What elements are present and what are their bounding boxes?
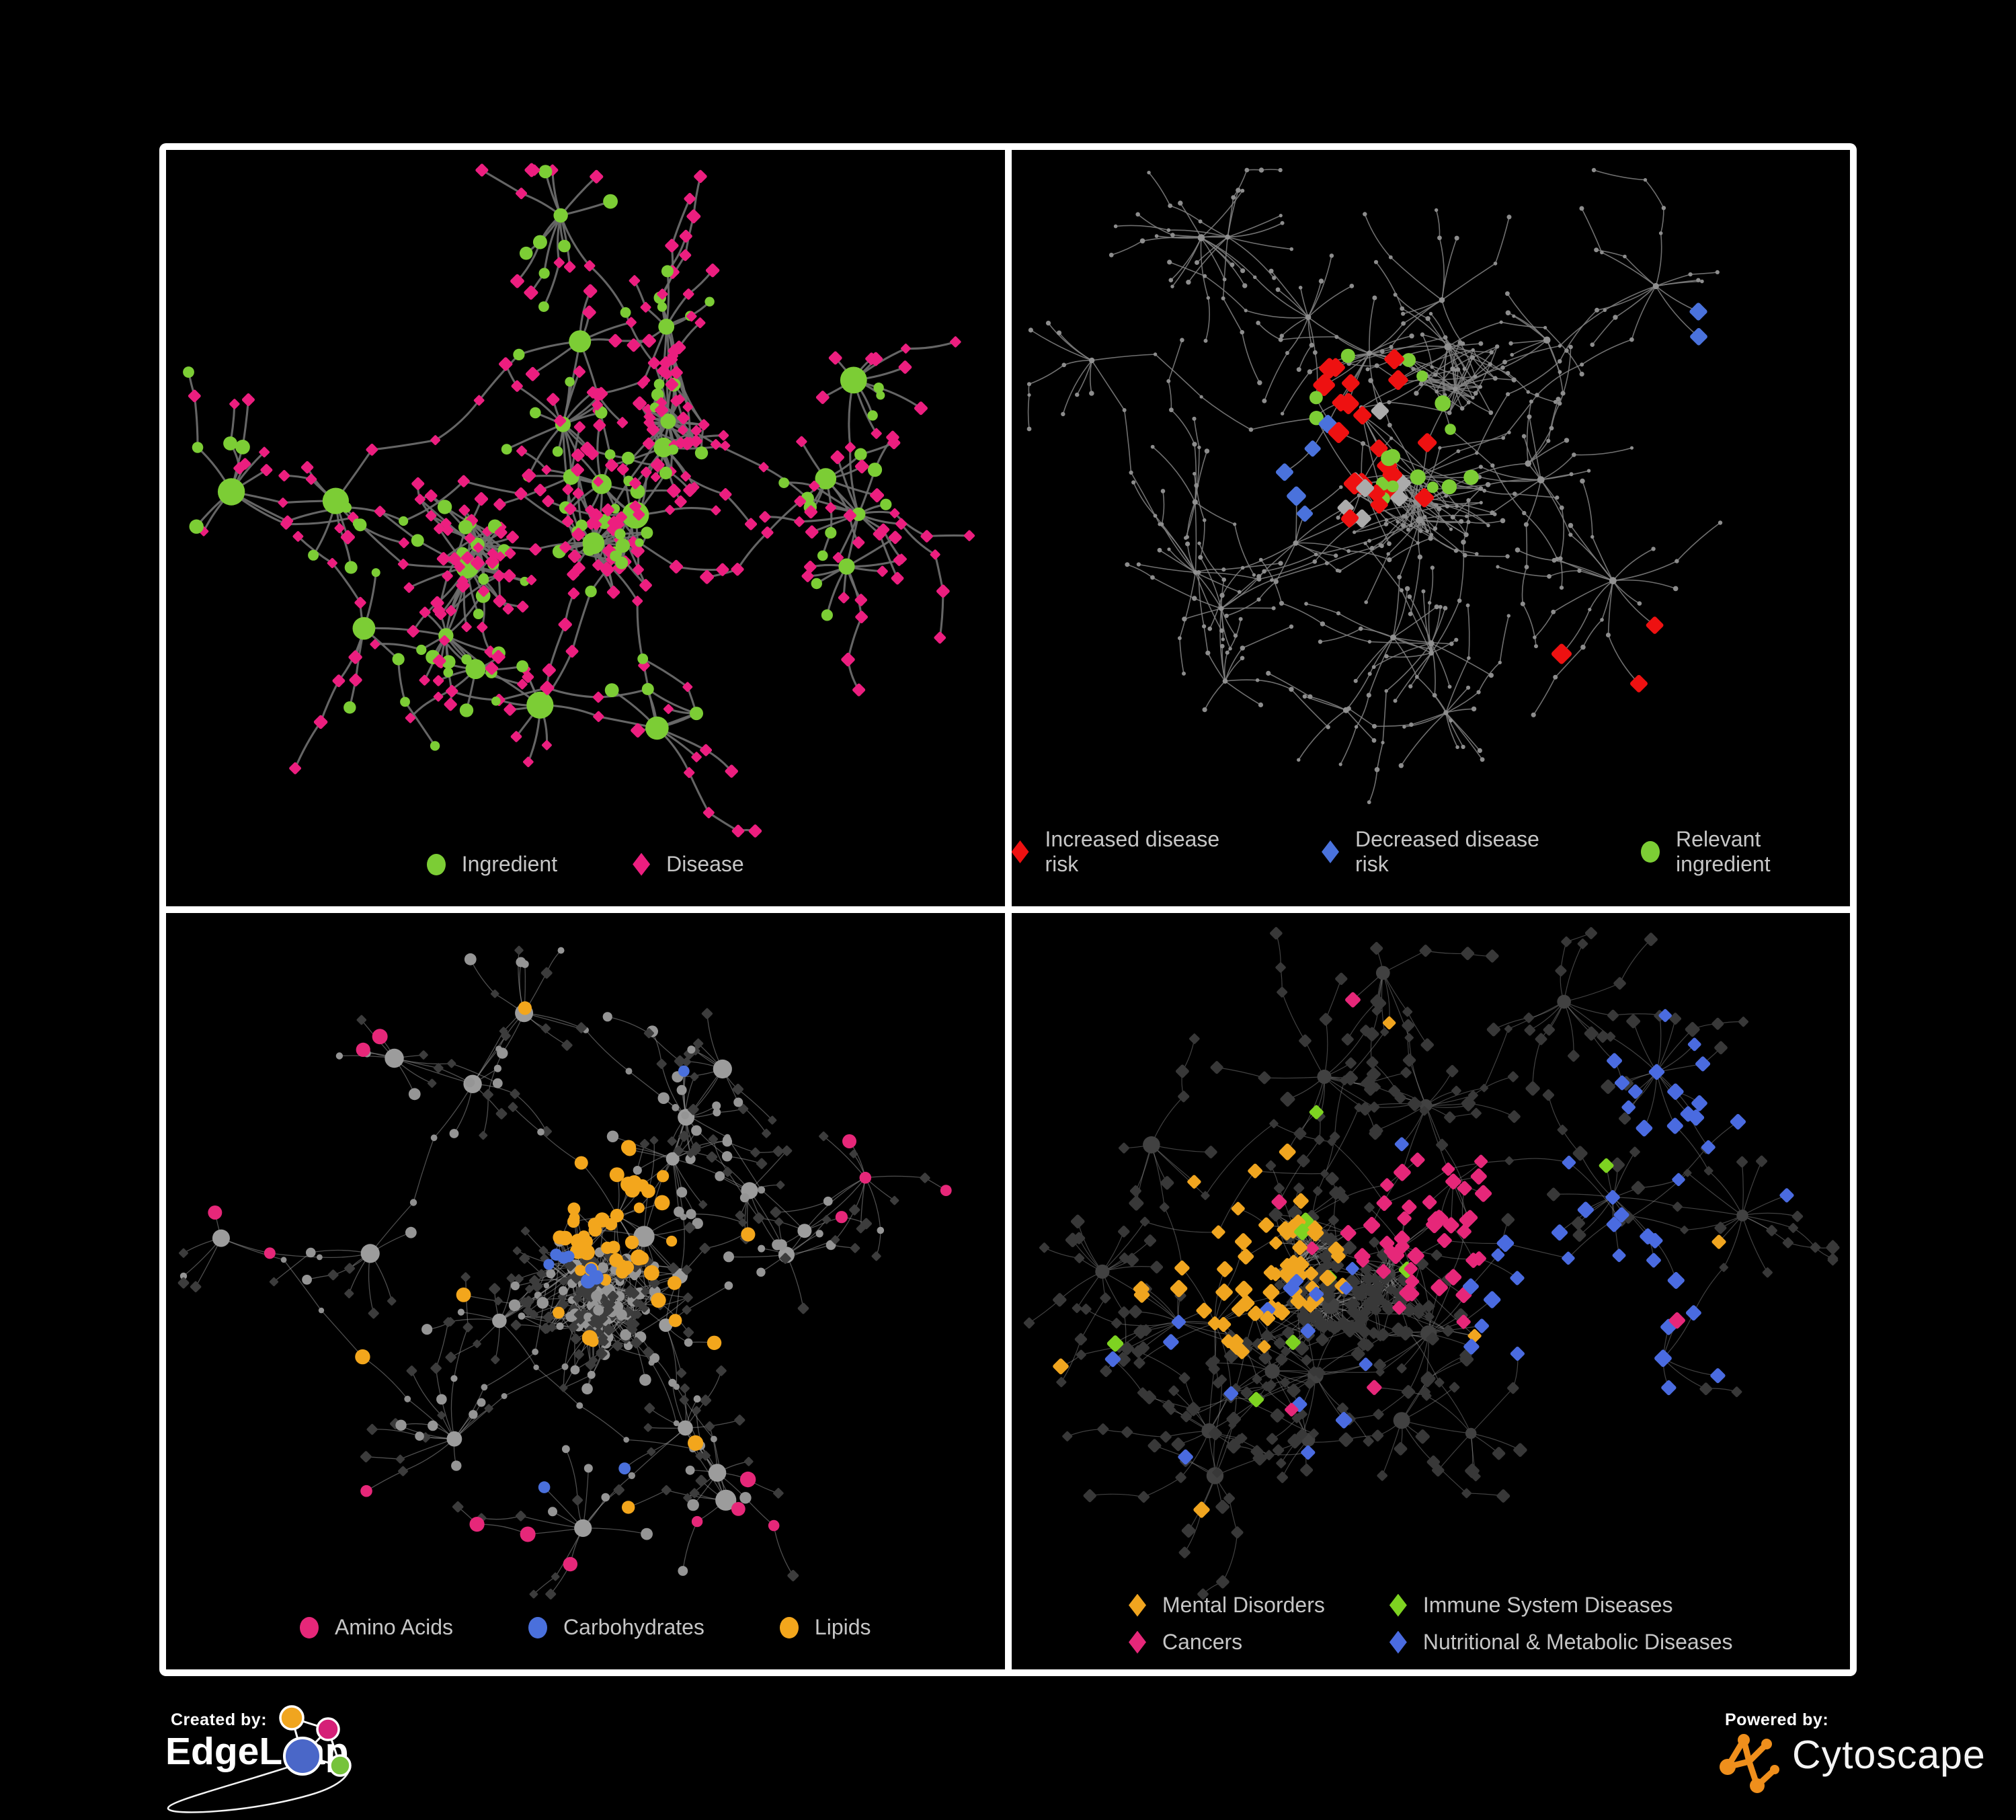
disease-classes-network-graph: [1023, 926, 1840, 1600]
edgeleap-brand-block: Created by: EdgeLeap: [161, 1705, 403, 1813]
legend-label: Relevant ingredient: [1676, 827, 1771, 876]
legend-item: Cancers: [1129, 1630, 1325, 1655]
diamond-swatch: [1389, 1593, 1407, 1617]
diamond-swatch: [1322, 840, 1340, 863]
nutrient-classes-network-graph: [177, 945, 952, 1599]
legend-label: Lipids: [814, 1615, 871, 1639]
legend-item: Mental Disorders: [1129, 1593, 1325, 1618]
created-by-label: Created by:: [171, 1710, 268, 1729]
diamond-swatch: [1129, 1630, 1146, 1654]
legend-item: Relevant ingredient: [1641, 827, 1850, 877]
legend-label: Mental Disorders: [1162, 1593, 1325, 1617]
legend-ingredient-disease: Ingredient Disease: [166, 852, 1005, 877]
legend-item: Immune System Diseases: [1389, 1593, 1733, 1618]
diamond-swatch: [1389, 1630, 1407, 1654]
circle-swatch: [779, 1616, 799, 1638]
legend-item: Decreased disease risk: [1322, 827, 1566, 877]
edges-layer: [1028, 933, 1833, 1595]
legend-item: Disease: [633, 852, 744, 877]
diamond-swatch: [1011, 840, 1029, 863]
panel-nutrient-classes: Amino Acids Carbohydrates Lipids: [166, 913, 1005, 1669]
legend-label: Cancers: [1162, 1630, 1243, 1654]
legend-label: Decreased disease risk: [1355, 827, 1539, 876]
nodes-layer: [1023, 926, 1840, 1600]
circle-swatch: [299, 1616, 319, 1638]
circle-swatch: [426, 853, 446, 875]
cytoscape-logo-icon: [1720, 1734, 1779, 1793]
legend-label: Carbohydrates: [563, 1615, 704, 1639]
legend-label: Increased disease risk: [1045, 827, 1220, 876]
diamond-swatch: [633, 853, 651, 876]
legend-item: Lipids: [779, 1615, 871, 1640]
diamond-swatch: [1129, 1593, 1146, 1617]
legend-item: Carbohydrates: [528, 1615, 704, 1640]
edges-layer: [187, 169, 971, 832]
legend-disease-risk: Increased disease risk Decreased disease …: [1011, 827, 1851, 877]
panel-disease-risk: Increased disease risk Decreased disease …: [1011, 150, 1851, 906]
powered-by-label: Powered by:: [1725, 1710, 1829, 1729]
disease-risk-network-graph: [1026, 167, 1722, 805]
legend-label: Immune System Diseases: [1422, 1593, 1673, 1617]
circle-swatch: [1641, 841, 1660, 863]
legend-label: Disease: [666, 852, 744, 876]
legend-item: Nutritional & Metabolic Diseases: [1389, 1630, 1733, 1655]
panel-disease-classes: Mental Disorders Immune System Diseases Ca…: [1011, 913, 1851, 1669]
legend-label: Ingredient: [461, 852, 558, 876]
network-panels-grid: Ingredient Disease Increased disease risk…: [159, 143, 1857, 1676]
edgeleap-network-logo-icon: [167, 1705, 352, 1813]
legend-nutrient-classes: Amino Acids Carbohydrates Lipids: [166, 1615, 1005, 1640]
nodes-layer: [177, 945, 952, 1599]
nodes-layer: [1026, 167, 1722, 805]
legend-label: Amino Acids: [334, 1615, 454, 1639]
legend-disease-classes: Mental Disorders Immune System Diseases Ca…: [1012, 1593, 1851, 1655]
circle-swatch: [528, 1616, 548, 1638]
panel-ingredient-disease: Ingredient Disease: [166, 150, 1005, 906]
ingredient-disease-network-graph: [183, 163, 975, 838]
legend-item: Increased disease risk: [1011, 827, 1247, 877]
legend-item: Ingredient: [426, 852, 558, 877]
legend-label: Nutritional & Metabolic Diseases: [1422, 1630, 1733, 1654]
nodes-layer: [183, 163, 975, 838]
cytoscape-wordmark: Cytoscape: [1792, 1733, 1986, 1777]
legend-item: Amino Acids: [299, 1615, 454, 1640]
cytoscape-brand-block: Powered by: Cytoscape: [1718, 1709, 2014, 1810]
